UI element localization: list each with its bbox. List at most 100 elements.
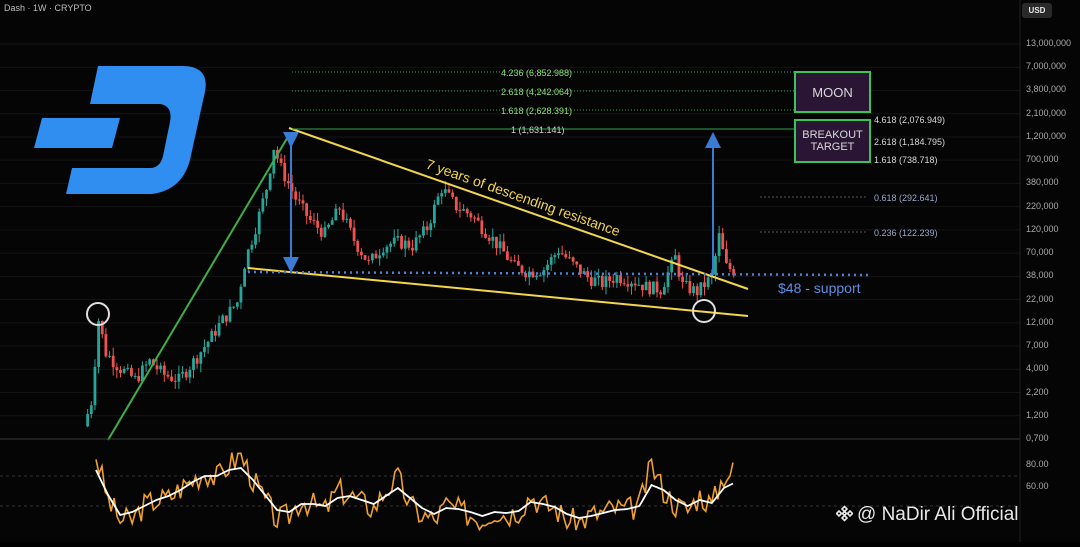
candle-body xyxy=(648,281,652,295)
rsi-panel xyxy=(0,452,1020,532)
candle-body xyxy=(611,280,615,283)
candle-body xyxy=(195,358,199,364)
candle-body xyxy=(115,367,119,370)
candle-body xyxy=(308,215,312,221)
candle-body xyxy=(728,263,732,269)
candle-body xyxy=(297,199,301,201)
candle-body xyxy=(108,355,111,357)
candle-body xyxy=(130,367,133,377)
candle-body xyxy=(469,213,473,218)
candle-body xyxy=(221,315,225,324)
candle-body xyxy=(228,306,232,322)
candle-body xyxy=(684,281,688,283)
fib-label: 0.618 (292.641) xyxy=(874,193,938,203)
candle-body xyxy=(104,334,108,357)
candle-body xyxy=(214,331,217,336)
candle-body xyxy=(411,247,414,251)
candle-body xyxy=(670,259,674,273)
candle-body xyxy=(184,371,188,378)
candle-body xyxy=(487,237,491,241)
candle-body xyxy=(389,243,392,247)
price-axis-tick: 70,000 xyxy=(1026,247,1054,258)
candle-body xyxy=(586,271,590,278)
price-axis-tick: 220,000 xyxy=(1026,200,1059,211)
candle-body xyxy=(418,235,422,238)
candle-body xyxy=(666,272,670,288)
candle-body xyxy=(520,265,524,273)
candle-body xyxy=(652,281,655,295)
candle-body xyxy=(100,321,104,335)
candle-body xyxy=(659,292,663,295)
candle-body xyxy=(725,249,728,264)
candle-body xyxy=(203,347,206,353)
candle-body xyxy=(400,236,403,249)
candles xyxy=(86,146,736,428)
candle-body xyxy=(385,246,389,253)
price-axis-tick: 1,200 xyxy=(1026,409,1049,420)
candle-body xyxy=(458,210,462,212)
candle-body xyxy=(681,276,684,283)
price-axis-tick: 13,000,000 xyxy=(1026,38,1072,48)
candle-body xyxy=(334,208,338,221)
resistance-label: 7 years of descending resistance xyxy=(424,156,622,239)
candle-body xyxy=(706,277,710,287)
candle-body xyxy=(97,321,100,367)
price-axis-tick: 12,000 xyxy=(1026,316,1054,327)
candle-body xyxy=(305,203,309,216)
candle-body xyxy=(261,198,265,212)
candle-body xyxy=(287,181,290,184)
uptrend-line xyxy=(107,134,290,441)
price-axis-tick: 22,000 xyxy=(1026,293,1054,304)
candle-body xyxy=(575,261,579,265)
fib-label: 2.618 (4,242.064) xyxy=(501,87,572,97)
candle-body xyxy=(268,173,272,190)
candle-body xyxy=(414,237,418,251)
candle-body xyxy=(352,227,356,241)
candle-body xyxy=(356,240,360,252)
candle-body xyxy=(378,255,382,259)
candle-body xyxy=(593,277,597,286)
candle-body xyxy=(553,255,557,258)
candle-body xyxy=(440,193,444,197)
candle-body xyxy=(265,189,268,199)
binance-icon xyxy=(835,505,854,522)
candle-body xyxy=(630,283,633,287)
candle-body xyxy=(509,259,513,261)
candle-body xyxy=(673,255,677,260)
moon-box: MOON xyxy=(794,71,871,113)
candle-body xyxy=(133,376,137,378)
price-axis-tick: 2,100,000 xyxy=(1026,107,1067,118)
rsi-ma-line xyxy=(95,467,734,519)
price-axis-tick: 0,700 xyxy=(1026,433,1049,443)
candle-body xyxy=(341,209,345,220)
candle-body xyxy=(564,254,568,258)
candle-body xyxy=(600,275,604,288)
candle-body xyxy=(619,275,622,284)
candle-body xyxy=(637,284,641,286)
candle-body xyxy=(480,220,484,235)
candle-body xyxy=(370,253,374,261)
candle-body xyxy=(491,236,495,241)
candle-body xyxy=(717,233,721,257)
candle-body xyxy=(454,196,458,211)
candle-body xyxy=(316,220,319,228)
candle-body xyxy=(181,371,184,374)
candle-body xyxy=(232,306,236,308)
candle-body xyxy=(473,217,476,219)
candle-body xyxy=(425,226,429,231)
watermark: @ NaDir Ali Official xyxy=(835,504,1018,526)
candle-body xyxy=(119,369,122,373)
candle-body xyxy=(148,359,152,365)
candle-body xyxy=(524,272,528,278)
candle-body xyxy=(604,276,608,288)
candle-body xyxy=(546,264,549,271)
rsi-line xyxy=(95,452,734,532)
candle-body xyxy=(392,237,396,244)
currency-button[interactable]: USD xyxy=(1022,3,1052,18)
candle-body xyxy=(93,366,97,406)
candle-body xyxy=(301,200,305,204)
candle-body xyxy=(162,365,166,375)
candle-body xyxy=(407,240,411,248)
